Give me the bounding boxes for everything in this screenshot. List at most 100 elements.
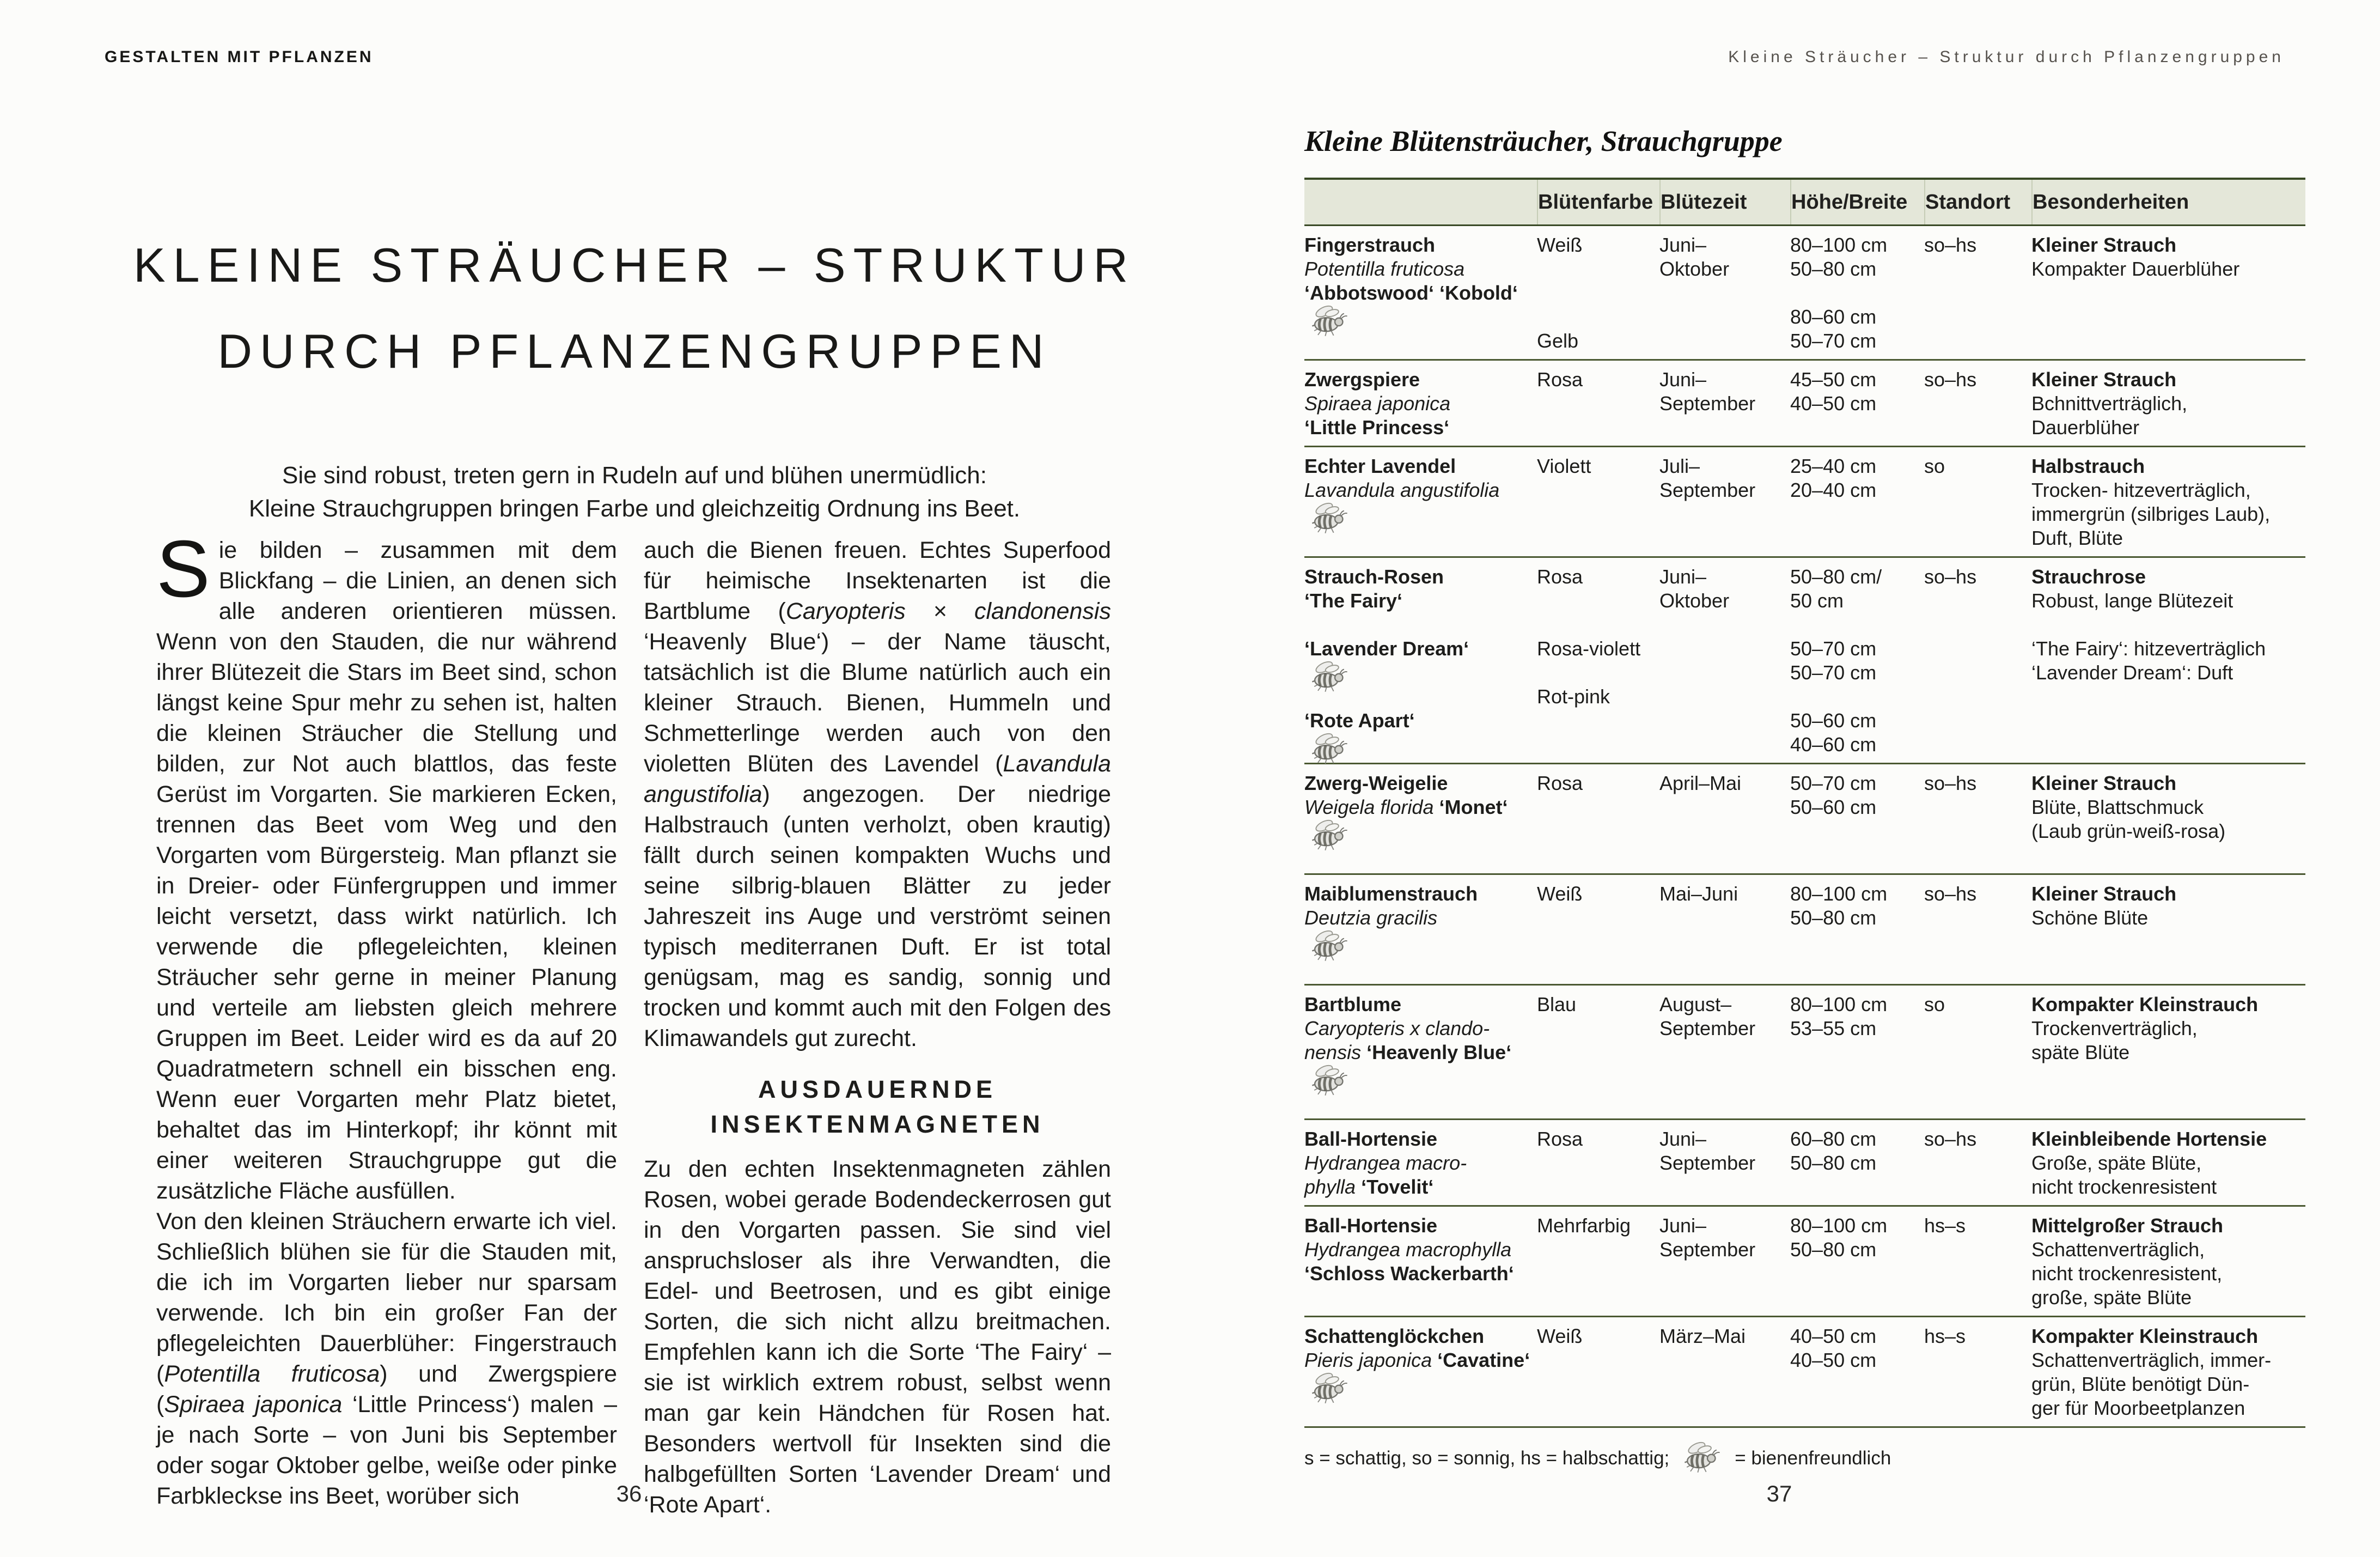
cell-bes: Kompakter Kleinstrauch Trockenverträglich… (2031, 993, 2259, 1063)
header-cell: Höhe/Breite (1790, 180, 1924, 224)
cell-name: Ball-Hortensie Hydrangea macrophylla ‘Schl… (1304, 1214, 1514, 1285)
cell-standort: so (1924, 455, 1945, 477)
cell-standort: so–hs (1924, 772, 1977, 794)
cell-hoehe: 80–100 cm 50–80 cm (1790, 1214, 1888, 1261)
table-row: Bartblume Caryopteris x clando-nensis ‘He… (1304, 986, 2305, 1120)
cell-standort: so–hs (1924, 1128, 1977, 1150)
cell-hoehe: 50–70 cm 50–60 cm (1790, 772, 1877, 818)
bee-icon (1311, 305, 1347, 337)
cell-standort: so–hs (1924, 368, 1977, 391)
cell-farbe: Rosa (1537, 772, 1583, 794)
cell-hoehe: 50–80 cm/50 cm 50–70 cm 50–70 cm 50–60 cm 40… (1790, 565, 1882, 756)
cell-farbe: Weiß (1537, 1325, 1583, 1347)
cell-zeit: Juni– Oktober (1659, 234, 1730, 280)
page-number-right: 37 (1766, 1481, 1792, 1506)
paragraph: Zu den echten Insektenmagneten zählen Ro… (644, 1156, 1111, 1518)
header-cell: Blütezeit (1659, 180, 1790, 224)
cell-name: Maiblumenstrauch Deutzia gracilis (1304, 883, 1537, 978)
cell-name: Ball-Hortensie Hydrangea macro-phylla ‘To… (1304, 1128, 1467, 1198)
legend-text: = bienenfreundlich (1735, 1447, 1891, 1469)
cell-zeit: Juli– September (1659, 455, 1756, 501)
cell-hoehe: 40–50 cm 40–50 cm (1790, 1325, 1877, 1371)
cell-bes: Kleiner Strauch Schöne Blüte (2031, 883, 2177, 929)
cell-zeit: August– September (1659, 993, 1756, 1039)
drop-cap: S (156, 524, 210, 614)
cell-standort: so (1924, 993, 1945, 1015)
table-row: Ball-Hortensie Hydrangea macrophylla ‘Schl… (1304, 1207, 2305, 1317)
page-subtitle-line1: Sie sind robust, treten gern in Rudeln a… (282, 462, 987, 489)
table-row: Schattenglöckchen Pieris japonica ‘Cavati… (1304, 1317, 2305, 1428)
bee-icon (1311, 502, 1347, 534)
cell-standort: hs–s (1924, 1214, 1966, 1237)
cell-farbe: Blau (1537, 993, 1577, 1015)
bee-icon (1685, 1442, 1720, 1473)
text-column-2: auch die Bienen freuen. Echtes Superfood… (644, 535, 1111, 1520)
header-cell: Standort (1924, 180, 2031, 224)
cell-farbe: Rosa (1537, 1128, 1583, 1150)
table-row: Zwerg-Weigelie Weigela florida ‘Monet‘ Ro… (1304, 764, 2305, 875)
paragraph: auch die Bienen freuen. Echtes Superfood… (644, 537, 1111, 1051)
section-heading: AUSDAUERNDE INSEKTENMAGNETEN (710, 1075, 1045, 1138)
cell-bes: Kleiner Strauch Blüte, Blattschmuck (Laub … (2031, 772, 2226, 842)
cell-hoehe: 25–40 cm 20–40 cm (1790, 455, 1877, 501)
table-header: Blütenfarbe Blütezeit Höhe/Breite Standort B… (1304, 178, 2305, 226)
cell-farbe: Weiß Gelb (1537, 234, 1583, 352)
bee-icon (1311, 733, 1347, 764)
bee-icon (1311, 1065, 1347, 1096)
table-title: Kleine Blütensträucher, Strauchgruppe (1304, 125, 1783, 157)
cell-zeit: April–Mai (1659, 772, 1742, 794)
cell-standort: so–hs (1924, 883, 1977, 905)
cell-zeit: Juni– September (1659, 1214, 1756, 1261)
bee-icon (1311, 819, 1347, 851)
bee-icon (1311, 1372, 1347, 1404)
legend-text: s = schattig, so = sonnig, hs = halbscha… (1304, 1447, 1670, 1469)
header-cell: Blütenfarbe (1537, 180, 1659, 224)
table-legend: s = schattig, so = sonnig, hs = halbscha… (1304, 1442, 2305, 1474)
cell-name: Strauch-Rosen ‘The Fairy‘ ‘Lavender Dream‘… (1304, 565, 1537, 764)
cell-hoehe: 80–100 cm 50–80 cm (1790, 883, 1888, 929)
page-subtitle: Sie sind robust, treten gern in Rudeln a… (82, 459, 1187, 525)
cell-bes: Kompakter Kleinstrauch Schattenverträglic… (2031, 1325, 2272, 1419)
cell-farbe: Violett (1537, 455, 1591, 477)
cell-standort: hs–s (1924, 1325, 1966, 1347)
cell-farbe: Mehrfarbig (1537, 1214, 1631, 1237)
cell-bes: Kleiner Strauch Kompakter Dauerblüher (2031, 234, 2240, 280)
cell-name: Echter Lavendel Lavandula angustifolia (1304, 455, 1537, 551)
cell-hoehe: 80–100 cm 50–80 cm 80–60 cm 50–70 cm (1790, 234, 1888, 352)
cell-farbe: Weiß (1537, 883, 1583, 905)
plant-table: Kleine Blütensträucher, Strauchgruppe Bl… (1304, 124, 2305, 1474)
cell-standort: so–hs (1924, 565, 1977, 588)
cell-name: Fingerstrauch Potentilla fruticosa ‘Abbots… (1304, 234, 1537, 354)
table-row: Echter Lavendel Lavandula angustifolia Vi… (1304, 447, 2305, 558)
cell-bes: Strauchrose Robust, lange Blütezeit ‘The F… (2031, 565, 2266, 684)
bee-icon (1311, 930, 1347, 962)
page-title-line1: KLEINE STRÄUCHER – STRUKTUR (133, 238, 1136, 292)
cell-farbe: Rosa (1537, 368, 1583, 391)
cell-hoehe: 45–50 cm 40–50 cm (1790, 368, 1877, 415)
cell-zeit: März–Mai (1659, 1325, 1746, 1347)
cell-hoehe: 60–80 cm 50–80 cm (1790, 1128, 1877, 1174)
cell-zeit: Juni– Oktober (1659, 565, 1730, 612)
table-row: Ball-Hortensie Hydrangea macro-phylla ‘To… (1304, 1120, 2305, 1207)
table-row: Fingerstrauch Potentilla fruticosa ‘Abbots… (1304, 226, 2305, 361)
page-number-left: 36 (616, 1481, 642, 1506)
cell-standort: so–hs (1924, 234, 1977, 256)
running-head-right: Kleine Sträucher – Struktur durch Pflanz… (1728, 48, 2285, 66)
cell-zeit: Juni– September (1659, 368, 1756, 415)
cell-hoehe: 80–100 cm 53–55 cm (1790, 993, 1888, 1039)
table-row: Maiblumenstrauch Deutzia gracilis Weiß Mai… (1304, 875, 2305, 986)
cell-bes: Halbstrauch Trocken- hitzeverträglich, imm… (2031, 455, 2271, 549)
cell-name: Schattenglöckchen Pieris japonica ‘Cavati… (1304, 1325, 1537, 1421)
cell-farbe: Rosa Rosa-violett Rot-pink (1537, 565, 1641, 708)
cell-zeit: Juni– September (1659, 1128, 1756, 1174)
cell-zeit: Mai–Juni (1659, 883, 1738, 905)
cell-name: Zwergspiere Spiraea japonica ‘Little Princ… (1304, 368, 1451, 439)
cell-name: Zwerg-Weigelie Weigela florida ‘Monet‘ (1304, 772, 1537, 868)
table-row: Strauch-Rosen ‘The Fairy‘ ‘Lavender Dream‘… (1304, 558, 2305, 764)
cell-bes: Kleiner Strauch Bchnittverträglich, Dauerb… (2031, 368, 2188, 439)
page-title-line2: DURCH PFLANZENGRUPPEN (217, 324, 1052, 378)
table-row: Zwergspiere Spiraea japonica ‘Little Princ… (1304, 361, 2305, 447)
page-subtitle-line2: Kleine Strauchgruppen bringen Farbe und … (248, 495, 1021, 522)
